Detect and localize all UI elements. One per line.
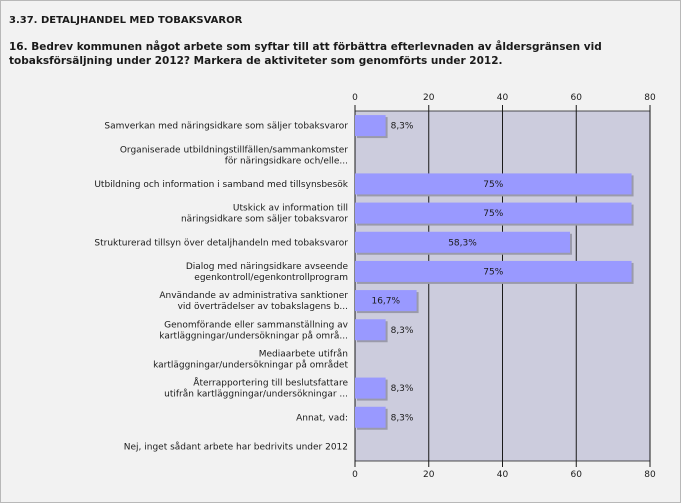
bar (355, 202, 632, 224)
category-label: Organiserade utbildningstillfällen/samma… (120, 145, 348, 155)
bar (355, 290, 417, 312)
category-label: kartläggningar/undersökningar på områ... (159, 330, 348, 341)
category-label: Återrapportering till beslutsfattare (193, 377, 348, 389)
category-label: Strukturerad tillsyn över detaljhandeln … (94, 238, 348, 248)
category-label: egenkontroll/egenkontrollprogram (194, 273, 348, 283)
tick-label-top-60: 60 (571, 93, 583, 103)
section-title: 3.37. DETALJHANDEL MED TOBAKSVAROR (9, 15, 243, 26)
category-label: Samverkan med näringsidkare som säljer t… (104, 122, 348, 132)
tick-label-top-0: 0 (352, 93, 358, 103)
value-label: 75% (483, 180, 503, 190)
question-text: 16. Bedrev kommunen något arbete som syf… (9, 41, 602, 67)
bar (355, 115, 386, 137)
bar (355, 173, 632, 195)
category-label: Nej, inget sådant arbete har bedrivits u… (124, 441, 348, 452)
tick-label-bottom-80: 80 (644, 470, 656, 480)
category-label: utifrån kartläggningar/undersökningar ..… (164, 389, 348, 400)
value-label: 8,3% (391, 384, 414, 394)
category-label: Genomförande eller sammanställning av (164, 320, 349, 330)
value-label: 8,3% (391, 413, 414, 423)
category-label: Annat, vad: (296, 413, 348, 423)
category-label: kartläggningar/undersökningar på området (153, 359, 348, 370)
tick-label-bottom-40: 40 (497, 470, 509, 480)
value-label: 75% (483, 267, 503, 277)
tick-label-top-80: 80 (644, 93, 656, 103)
category-label: Mediaarbete utifrån (259, 348, 348, 359)
tick-label-bottom-20: 20 (423, 470, 435, 480)
tick-label-bottom-60: 60 (571, 470, 583, 480)
category-label: för näringsidkare och/elle... (225, 156, 348, 166)
value-label: 8,3% (391, 326, 414, 336)
bar (355, 406, 386, 428)
value-label: 75% (483, 209, 503, 219)
bar (355, 377, 386, 399)
bar (355, 319, 386, 341)
bar (355, 231, 570, 253)
category-label: Användande av administrativa sanktioner (159, 291, 348, 301)
category-label: vid överträdelser av tobakslagens b... (178, 302, 348, 312)
tick-label-top-20: 20 (423, 93, 435, 103)
value-label: 16,7% (371, 297, 400, 307)
value-label: 8,3% (391, 122, 414, 132)
tick-label-bottom-0: 0 (352, 470, 358, 480)
tick-label-top-40: 40 (497, 93, 509, 103)
category-label: Utbildning och information i samband med… (94, 180, 348, 190)
category-label: Utskick av information till (233, 204, 348, 214)
category-label: näringsidkare som säljer tobaksvaror (181, 215, 348, 225)
category-label: Dialog med näringsidkare avseende (186, 262, 349, 272)
bar (355, 260, 632, 282)
value-label: 58,3% (448, 238, 477, 248)
